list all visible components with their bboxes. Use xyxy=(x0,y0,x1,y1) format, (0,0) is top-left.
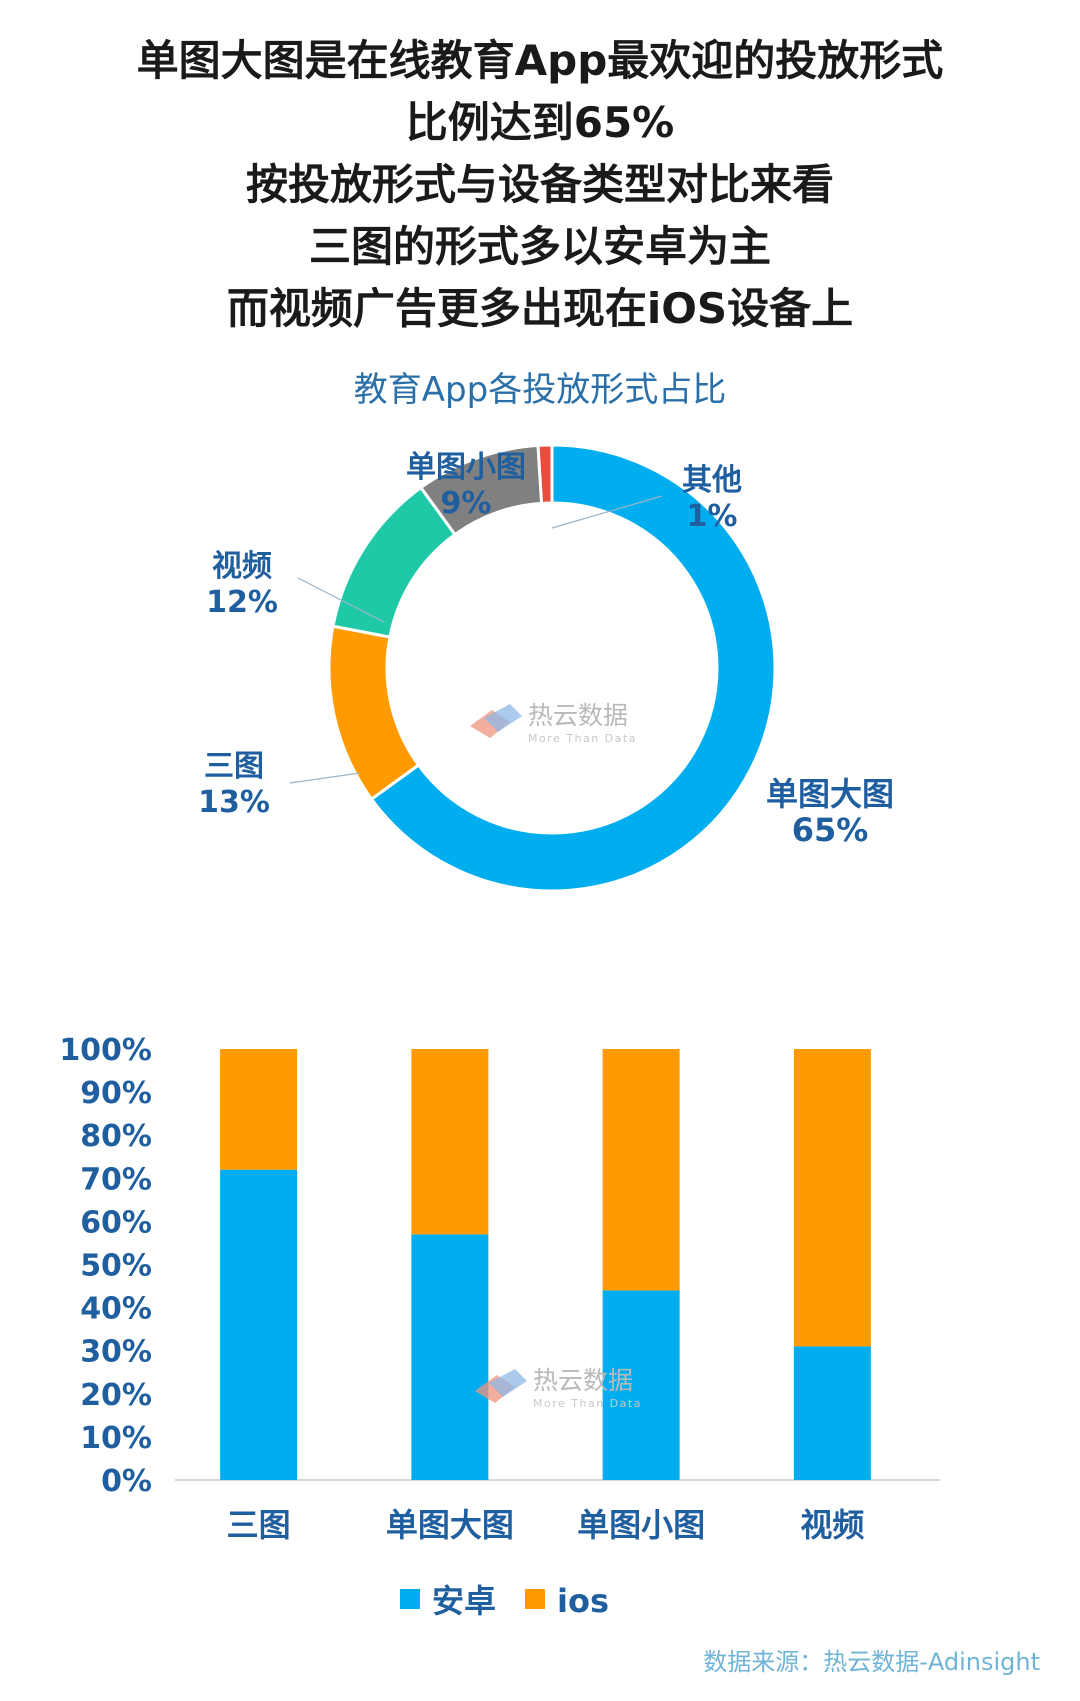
y-tick-label: 10% xyxy=(80,1421,152,1456)
y-tick-label: 40% xyxy=(80,1292,152,1327)
watermark-tagline: More Than Data xyxy=(533,1397,642,1410)
slice-value-label: 12% xyxy=(206,585,278,620)
slice-label: 单图大图 xyxy=(766,775,894,813)
legend-label: ios xyxy=(557,1582,609,1620)
watermark-logo: 热云数据 More Than Data xyxy=(475,1366,642,1410)
slice-value-label: 65% xyxy=(792,811,869,849)
slice-value-label: 13% xyxy=(198,785,270,820)
slice-value-label: 1% xyxy=(687,499,738,534)
slice-value-label: 9% xyxy=(441,486,492,521)
headline: 单图大图是在线教育App最欢迎的投放形式 比例达到65% 按投放形式与设备类型对… xyxy=(0,30,1080,340)
headline-line: 比例达到65% xyxy=(405,98,675,147)
bar-segment xyxy=(220,1169,298,1480)
donut-slice xyxy=(536,443,554,505)
bar-segment xyxy=(793,1346,871,1480)
y-tick-label: 30% xyxy=(80,1335,152,1370)
watermark-name: 热云数据 xyxy=(528,701,628,730)
donut-chart-title: 教育App各投放形式占比 xyxy=(353,370,727,410)
y-tick-label: 90% xyxy=(80,1076,152,1111)
source-note: 数据来源：热云数据-Adinsight xyxy=(703,1648,1040,1676)
slice-label: 三图 xyxy=(204,749,264,784)
watermark-name: 热云数据 xyxy=(533,1366,633,1395)
y-tick-label: 50% xyxy=(80,1249,152,1284)
slice-label: 单图小图 xyxy=(406,450,526,485)
bar-segment xyxy=(602,1049,680,1291)
headline-line: 按投放形式与设备类型对比来看 xyxy=(245,160,834,209)
watermark-logo-shape xyxy=(489,1369,527,1397)
donut-slice xyxy=(369,443,777,893)
leader-line xyxy=(297,577,385,623)
y-tick-label: 60% xyxy=(80,1205,152,1240)
bar-segment xyxy=(411,1049,489,1235)
watermark-logo-shape xyxy=(484,704,522,732)
y-tick-label: 80% xyxy=(80,1119,152,1154)
x-category-label: 单图小图 xyxy=(577,1506,705,1544)
watermark-tagline: More Than Data xyxy=(528,732,637,745)
bar-segment xyxy=(793,1049,871,1347)
bar-segment xyxy=(411,1234,489,1480)
bar-segment xyxy=(602,1290,680,1480)
slice-label: 其他 xyxy=(682,463,742,498)
leader-line xyxy=(551,495,663,529)
y-tick-label: 20% xyxy=(80,1378,152,1413)
headline-line: 三图的形式多以安卓为主 xyxy=(308,222,771,271)
headline-line: 单图大图是在线教育App最欢迎的投放形式 xyxy=(136,36,944,85)
bar-segment xyxy=(220,1049,298,1170)
legend: 安卓 ios xyxy=(400,1582,609,1620)
headline-line: 而视频广告更多出现在iOS设备上 xyxy=(226,284,854,333)
legend-swatch xyxy=(525,1589,545,1609)
x-category-label: 视频 xyxy=(800,1506,864,1544)
y-tick-label: 100% xyxy=(59,1033,152,1068)
leader-line xyxy=(289,772,361,784)
slice-label: 视频 xyxy=(212,549,272,584)
x-category-label: 单图大图 xyxy=(386,1506,514,1544)
watermark-logo: 热云数据 More Than Data xyxy=(470,701,637,745)
legend-label: 安卓 xyxy=(432,1582,496,1620)
x-category-label: 三图 xyxy=(227,1506,291,1544)
legend-swatch xyxy=(400,1589,420,1609)
y-tick-label: 70% xyxy=(80,1162,152,1197)
y-tick-label: 0% xyxy=(101,1464,152,1499)
